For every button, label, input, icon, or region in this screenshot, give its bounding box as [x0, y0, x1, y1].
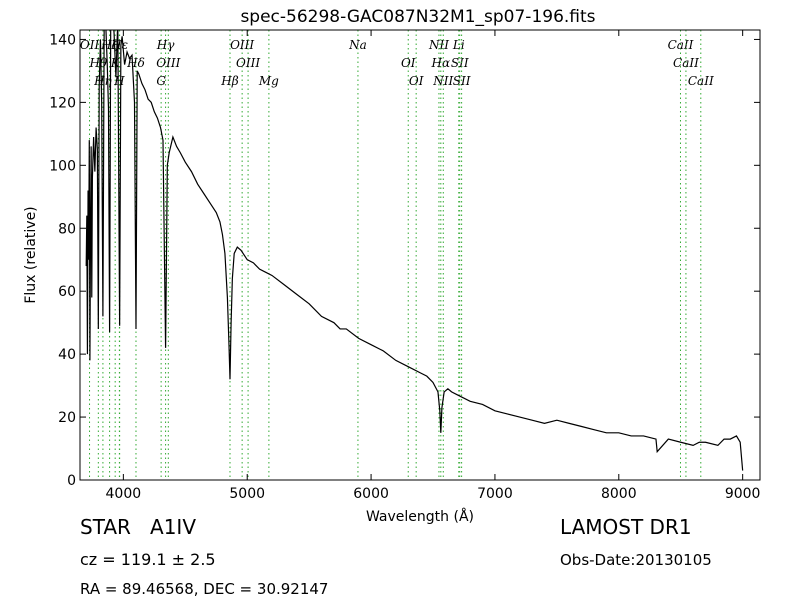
x-tick-label: 6000	[353, 486, 389, 502]
y-tick-label: 80	[58, 221, 76, 237]
object-class: STAR A1IV	[80, 515, 196, 539]
y-tick-label: 0	[67, 473, 76, 489]
spectral-line-label: NII	[428, 38, 449, 52]
spectral-line-label: OII	[80, 38, 100, 52]
spectral-line-label: Hδ	[126, 56, 145, 70]
y-tick-label: 140	[49, 32, 76, 48]
spectral-line-label: NII	[432, 74, 453, 88]
y-tick-label: 20	[58, 410, 76, 426]
axes-frame	[79, 29, 761, 481]
spectral-line-label: Hθ	[88, 56, 107, 70]
y-tick-label: 40	[58, 347, 76, 363]
spectral-line-label: CaII	[673, 56, 699, 70]
x-tick-label: 7000	[477, 486, 513, 502]
spectrum-line	[85, 30, 744, 471]
spectral-line-label: CaII	[688, 74, 714, 88]
plot-area	[85, 30, 744, 471]
x-tick-label: 9000	[725, 486, 761, 502]
x-axis-label: Wavelength (Å)	[366, 508, 474, 525]
coordinates: RA = 89.46568, DEC = 30.92147	[80, 580, 328, 598]
spectral-line-label: SII	[451, 56, 469, 70]
spectral-line-label: SII	[453, 74, 471, 88]
spectral-line-label: Hβ	[220, 74, 238, 88]
spectral-line-label: OIII	[230, 38, 254, 52]
spectral-line-label: OI	[409, 74, 424, 88]
spectral-line-label: Li	[452, 38, 465, 52]
spectral-line-label: Mg	[258, 74, 279, 88]
spectral-line-label: OI	[401, 56, 416, 70]
redshift: cz = 119.1 ± 2.5	[80, 550, 216, 569]
x-tick-label: 4000	[106, 486, 142, 502]
y-axis-label: Flux (relative)	[23, 206, 39, 303]
spectral-line-label: Hγ	[156, 38, 175, 52]
spectral-line-label: Hα	[431, 56, 451, 70]
chart-title: spec-56298-GAC087N32M1_sp07-196.fits	[240, 7, 595, 27]
x-tick-label: 5000	[229, 486, 265, 502]
obs-date: Obs-Date:20130105	[560, 551, 712, 569]
x-tick-label: 8000	[601, 486, 637, 502]
y-tick-label: 100	[49, 158, 76, 174]
spectral-line-label: Hε	[110, 38, 128, 52]
spectral-line-label: Na	[348, 38, 367, 52]
y-tick-label: 60	[58, 284, 76, 300]
spectral-line-label: CaII	[668, 38, 694, 52]
spectral-line-label: OIII	[156, 56, 180, 70]
survey: LAMOST DR1	[560, 515, 692, 539]
spectral-line-label: G	[156, 74, 166, 88]
spectral-line-label: OIII	[236, 56, 260, 70]
y-tick-label: 120	[49, 95, 76, 111]
